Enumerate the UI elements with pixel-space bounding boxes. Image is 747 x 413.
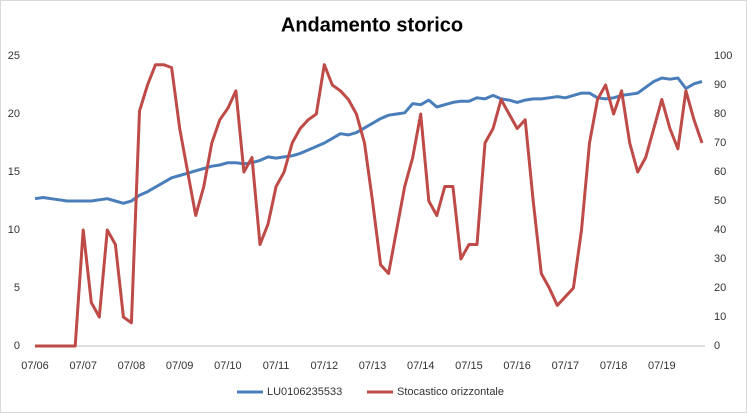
legend-label: Stocastico orizzontale (397, 386, 504, 398)
y2-tick-label: 90 (714, 79, 726, 91)
y2-tick-label: 30 (714, 253, 726, 265)
y2-tick-label: 70 (714, 137, 726, 149)
y-tick-label: 10 (8, 224, 20, 236)
y2-tick-label: 20 (714, 282, 726, 294)
x-tick-label: 07/12 (311, 360, 339, 372)
x-tick-label: 07/16 (503, 360, 531, 372)
y2-tick-label: 40 (714, 224, 726, 236)
series-line (35, 63, 704, 348)
x-tick-label: 07/08 (118, 360, 146, 372)
chart-title: Andamento storico (281, 14, 463, 36)
legend-label: LU0106235533 (267, 386, 342, 398)
x-tick-label: 07/13 (359, 360, 387, 372)
x-tick-label: 07/09 (166, 360, 194, 372)
y-tick-label: 5 (14, 282, 20, 294)
y-tick-label: 0 (14, 340, 20, 352)
series-line (34, 76, 703, 205)
y-tick-label: 25 (8, 50, 20, 62)
x-tick-label: 07/07 (69, 360, 97, 372)
y-tick-label: 15 (8, 166, 20, 178)
y2-tick-label: 10 (714, 311, 726, 323)
x-tick-label: 07/18 (600, 360, 628, 372)
x-tick-label: 07/10 (214, 360, 242, 372)
x-tick-label: 07/06 (21, 360, 49, 372)
x-tick-label: 07/15 (455, 360, 483, 372)
y-tick-label: 20 (8, 108, 20, 120)
y2-tick-label: 0 (714, 340, 720, 352)
y2-tick-label: 80 (714, 108, 726, 120)
x-tick-label: 07/19 (648, 360, 676, 372)
y2-tick-label: 60 (714, 166, 726, 178)
y2-tick-label: 100 (714, 50, 732, 62)
x-tick-label: 07/17 (552, 360, 580, 372)
x-tick-label: 07/11 (263, 360, 290, 372)
x-tick-label: 07/14 (407, 360, 435, 372)
y2-tick-label: 50 (714, 195, 726, 207)
